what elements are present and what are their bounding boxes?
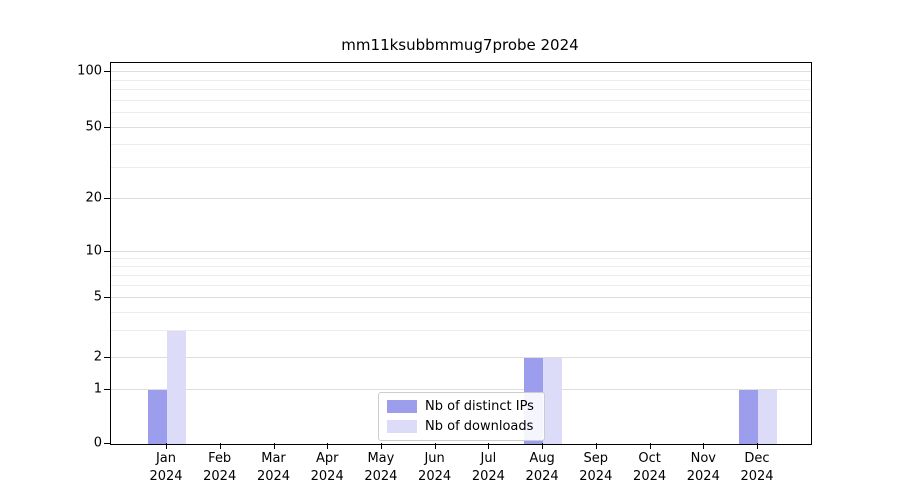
x-tick-label: Sep 2024 xyxy=(579,451,613,484)
x-tick xyxy=(703,443,705,449)
x-tick xyxy=(488,443,490,449)
x-tick xyxy=(542,443,544,449)
gridline-minor xyxy=(111,311,811,313)
gridline-major xyxy=(111,251,811,252)
y-tick-label: 100 xyxy=(77,63,102,79)
y-tick-label: 2 xyxy=(93,349,102,365)
bar-distinct-ips xyxy=(148,389,167,444)
y-tick-label: 1 xyxy=(93,381,102,397)
x-tick-label: Mar 2024 xyxy=(256,451,291,484)
x-tick xyxy=(757,443,758,449)
bar-downloads xyxy=(543,357,563,444)
y-tick xyxy=(104,388,110,390)
legend-item-distinct-ips: Nb of distinct IPs xyxy=(387,399,534,414)
x-axis: Jan 2024 Feb 2024 Mar 2024 Apr 2024 May 2024 Jun 20… xyxy=(0,450,900,490)
gridline-minor xyxy=(111,89,811,91)
bar-downloads xyxy=(758,389,777,444)
plot-area xyxy=(110,62,812,445)
x-tick xyxy=(327,443,329,449)
legend-label-downloads: Nb of downloads xyxy=(425,419,534,434)
x-tick-label: Jul 2024 xyxy=(471,451,505,484)
x-tick-label: May 2024 xyxy=(364,451,398,484)
legend-item-downloads: Nb of downloads xyxy=(387,419,534,434)
y-tick xyxy=(104,127,110,129)
gridline-major xyxy=(111,356,811,358)
y-tick xyxy=(104,356,110,358)
gridline-major xyxy=(111,127,811,129)
legend-label-distinct-ips: Nb of distinct IPs xyxy=(425,399,534,414)
gridline-minor xyxy=(111,79,811,81)
y-tick xyxy=(104,297,110,299)
y-tick-label: 0 xyxy=(93,435,102,451)
gridline-major xyxy=(111,198,811,199)
gridline-minor xyxy=(111,285,811,286)
y-tick-label: 5 xyxy=(93,289,102,305)
x-tick xyxy=(434,443,436,449)
gridline-minor xyxy=(111,258,811,259)
y-tick-label: 10 xyxy=(85,243,102,259)
legend: Nb of distinct IPs Nb of downloads xyxy=(378,392,545,441)
gridline-minor xyxy=(111,330,811,332)
x-tick xyxy=(595,443,597,449)
y-axis: 0 1 2 5 10 20 50 100 xyxy=(40,62,102,451)
x-tick-label: Jun 2024 xyxy=(418,451,452,484)
legend-swatch-distinct-ips xyxy=(387,400,417,413)
x-tick xyxy=(649,443,651,449)
x-tick-label: Nov 2024 xyxy=(686,451,720,484)
gridline-minor xyxy=(111,100,811,101)
x-tick xyxy=(273,443,275,449)
y-tick xyxy=(104,71,110,73)
bar-downloads xyxy=(167,331,186,444)
x-tick-label: Oct 2024 xyxy=(633,451,667,484)
gridline-major xyxy=(111,71,811,73)
x-tick xyxy=(219,443,221,449)
gridline-major xyxy=(111,388,811,390)
y-tick xyxy=(104,251,110,252)
x-tick-label: Feb 2024 xyxy=(203,451,237,484)
x-tick-label: Apr 2024 xyxy=(310,451,344,484)
x-tick-label: Dec 2024 xyxy=(740,451,774,484)
y-tick xyxy=(104,198,110,199)
x-tick-label: Jan 2024 xyxy=(149,451,183,484)
gridline-minor xyxy=(111,144,811,146)
gridline-minor xyxy=(111,265,811,267)
gridline-minor xyxy=(111,166,811,168)
gridline-minor xyxy=(111,274,811,276)
bar-distinct-ips xyxy=(739,389,758,444)
gridline-major xyxy=(111,297,811,299)
x-tick-label: Aug 2024 xyxy=(525,451,559,484)
legend-swatch-downloads xyxy=(387,420,417,433)
y-tick-label: 20 xyxy=(85,190,102,206)
x-tick xyxy=(380,443,382,449)
y-tick-label: 50 xyxy=(85,119,102,135)
y-tick xyxy=(104,443,110,444)
x-tick xyxy=(166,443,167,449)
chart-title: mm11ksubbmmug7probe 2024 xyxy=(341,36,579,54)
gridline-minor xyxy=(111,112,811,114)
